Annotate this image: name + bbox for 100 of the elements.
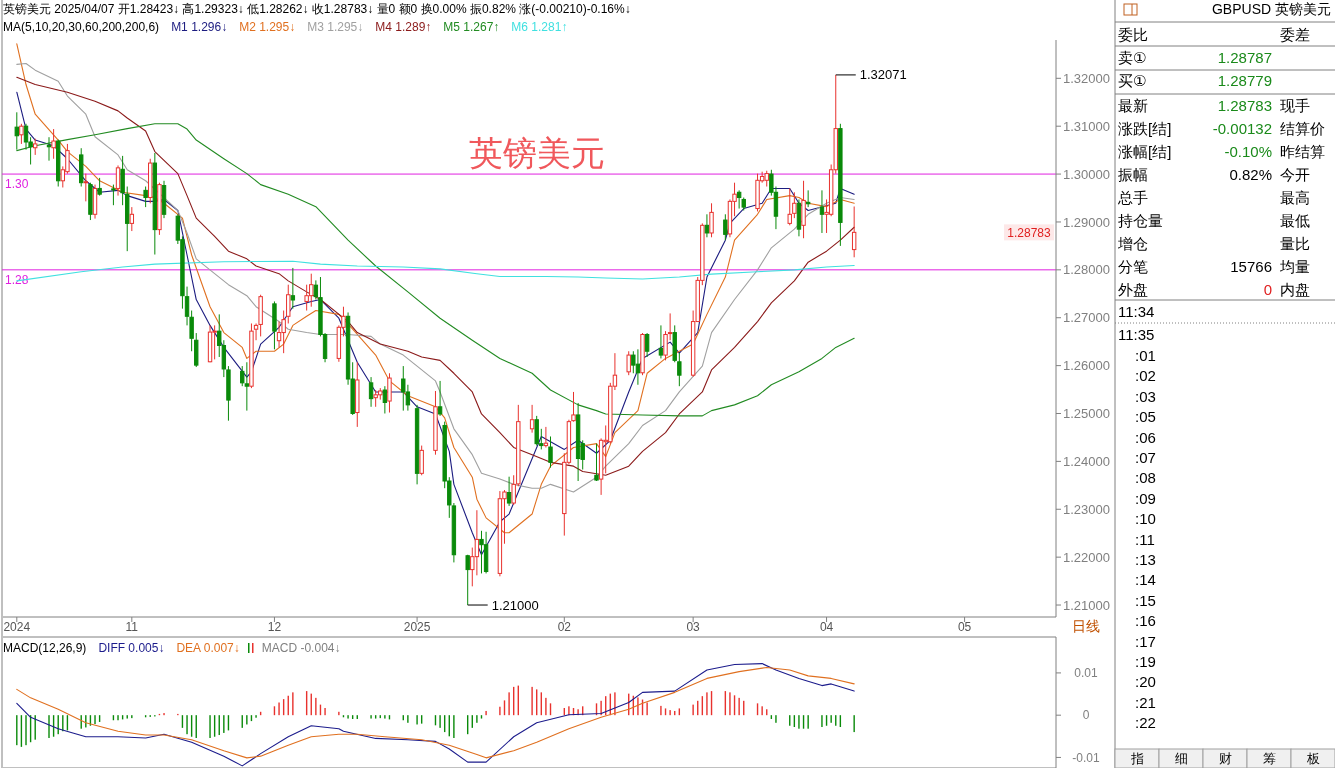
candlestick bbox=[465, 554, 470, 606]
text: M1 1.296↓ bbox=[171, 20, 228, 34]
y-tick-label: 0 bbox=[1082, 708, 1090, 723]
text: :17 bbox=[1135, 632, 1156, 650]
candlestick bbox=[129, 206, 135, 232]
candlestick bbox=[658, 324, 664, 359]
text: DIFF 0.005↓ bbox=[98, 641, 165, 655]
text: M4 1.289↑ bbox=[375, 20, 432, 34]
text: :11 bbox=[1135, 530, 1155, 548]
text: 筹 bbox=[1262, 751, 1276, 766]
annotation: 1.32071 bbox=[859, 67, 907, 83]
text: 结算价 bbox=[1280, 120, 1325, 137]
text: :07 bbox=[1135, 449, 1156, 466]
text: -0.00132 bbox=[1212, 120, 1272, 137]
x-tick-label: 2024 bbox=[3, 620, 31, 634]
text: :20 bbox=[1135, 673, 1156, 691]
text: 涨跌[结] bbox=[1118, 120, 1172, 137]
x-tick-label: 2025 bbox=[403, 620, 431, 634]
text: :06 bbox=[1135, 428, 1156, 446]
text: 昨结算 bbox=[1280, 143, 1325, 160]
candlestick bbox=[19, 123, 24, 145]
text: 板 bbox=[1305, 751, 1320, 766]
x-tick-label: 12 bbox=[267, 620, 282, 634]
text: 细 bbox=[1174, 751, 1188, 766]
text: 增仓 bbox=[1117, 235, 1148, 252]
text: 日线 bbox=[1072, 618, 1100, 634]
y-tick-label: 1.28000 bbox=[1063, 262, 1110, 278]
candlestick bbox=[244, 361, 250, 412]
text: M5 1.267↑ bbox=[443, 20, 500, 34]
text: 1.28779 bbox=[1217, 72, 1272, 89]
candlestick bbox=[594, 443, 599, 482]
legend-title: MACD(12,26,9) bbox=[3, 641, 87, 655]
text: :16 bbox=[1135, 612, 1156, 630]
x-tick-label: 05 bbox=[957, 620, 972, 634]
y-tick-label: 1.26000 bbox=[1063, 358, 1110, 374]
candlestick bbox=[677, 352, 682, 387]
text: 0 bbox=[1263, 281, 1272, 298]
y-tick-label: 0.01 bbox=[1074, 666, 1098, 681]
candlestick bbox=[723, 213, 728, 241]
text: 0.82% bbox=[1229, 166, 1272, 183]
candlestick bbox=[290, 267, 296, 310]
candlestick bbox=[479, 530, 484, 574]
candlestick bbox=[401, 365, 406, 412]
text: 分笔 bbox=[1118, 258, 1148, 275]
candlestick bbox=[14, 111, 19, 151]
candlestick bbox=[792, 191, 797, 219]
candlestick bbox=[51, 128, 56, 160]
candlestick bbox=[437, 380, 443, 417]
y-tick-label: 1.21000 bbox=[1063, 597, 1110, 613]
ref-line-label: 1.30 bbox=[5, 177, 29, 192]
text: :15 bbox=[1135, 591, 1156, 609]
text: 1.28787 bbox=[1217, 49, 1272, 66]
candlestick bbox=[548, 435, 553, 469]
candlestick bbox=[143, 186, 148, 208]
text: M2 1.295↓ bbox=[239, 20, 296, 34]
text: :08 bbox=[1135, 469, 1156, 487]
candlestick bbox=[111, 184, 116, 206]
y-tick-label: 1.27000 bbox=[1063, 310, 1110, 326]
candlestick bbox=[474, 509, 480, 576]
x-tick-label: 03 bbox=[686, 620, 701, 634]
text: 财 bbox=[1218, 751, 1232, 766]
candlestick bbox=[644, 332, 650, 358]
y-tick-label: 1.23000 bbox=[1063, 501, 1110, 517]
text: 委比 bbox=[1118, 26, 1148, 43]
x-tick-label: 02 bbox=[557, 620, 572, 634]
y-tick-label: 1.30000 bbox=[1063, 166, 1110, 182]
candlestick bbox=[281, 310, 286, 354]
text: DEA 0.007↓ bbox=[176, 641, 240, 655]
text: 指 bbox=[1129, 751, 1144, 766]
candlestick bbox=[212, 324, 217, 360]
candlestick bbox=[506, 476, 512, 507]
y-tick-label: 1.31000 bbox=[1063, 118, 1110, 134]
chart-subtitle: 英镑美元 2025/04/07 开1.28423↓ 高1.29323↓ 低1.28262↓ 收1.28783↓ 量0 额0 换0.00% 振0.82% 涨(-0.00210)-0.16%↓ bbox=[3, 2, 631, 16]
candlestick bbox=[626, 350, 631, 376]
y-tick-label: 1.29000 bbox=[1063, 214, 1110, 230]
text: :19 bbox=[1135, 653, 1156, 670]
text: :14 bbox=[1135, 571, 1156, 589]
text: 外盘 bbox=[1118, 281, 1148, 298]
text: :09 bbox=[1135, 489, 1156, 507]
legend-label: MACD -0.004↓ bbox=[261, 641, 341, 655]
text: 今开 bbox=[1280, 166, 1310, 183]
candlestick bbox=[529, 404, 535, 434]
text: 内盘 bbox=[1280, 281, 1310, 298]
text: GBPUSD 英镑美元 bbox=[1211, 1, 1331, 17]
text: M3 1.295↓ bbox=[307, 20, 364, 34]
text: 最高 bbox=[1280, 189, 1310, 206]
text: 委差 bbox=[1280, 26, 1310, 43]
candlestick bbox=[120, 155, 125, 206]
y-tick-label: 1.24000 bbox=[1063, 453, 1110, 469]
text: 振幅 bbox=[1118, 166, 1148, 183]
candlestick bbox=[368, 376, 374, 408]
text: 量比 bbox=[1280, 235, 1310, 252]
x-tick-label: 11 bbox=[125, 620, 139, 634]
y-tick-label: -0.01 bbox=[1072, 750, 1100, 765]
text: 均量 bbox=[1279, 258, 1310, 275]
text: M6 1.281↑ bbox=[511, 20, 568, 34]
candlestick bbox=[704, 213, 710, 238]
y-tick-label: 1.22000 bbox=[1063, 549, 1110, 565]
candlestick bbox=[851, 205, 857, 258]
text: -0.10% bbox=[1224, 143, 1272, 160]
